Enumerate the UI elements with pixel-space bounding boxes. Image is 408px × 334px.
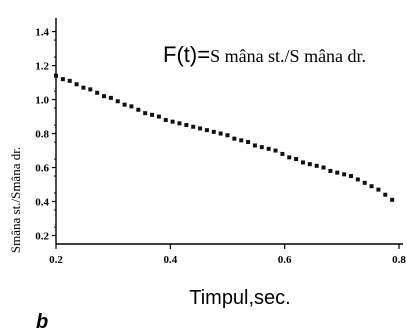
x-tick-label: 0.8 <box>392 254 406 266</box>
data-point <box>136 107 141 112</box>
data-point <box>177 121 182 126</box>
y-axis-label: Smâna st./Smâna dr. <box>8 147 23 253</box>
chart-title-main: F(t)= <box>163 42 210 67</box>
x-tick-label: 0.6 <box>278 254 292 266</box>
data-point <box>348 174 353 179</box>
y-tick-label: 1.4 <box>35 27 49 39</box>
data-point <box>362 180 367 185</box>
data-point <box>383 192 388 197</box>
data-point <box>191 124 196 129</box>
data-point <box>122 102 127 107</box>
data-point <box>143 111 148 116</box>
data-point <box>355 177 360 182</box>
x-axis-label: Timpul,sec. <box>189 287 291 309</box>
data-point <box>287 155 292 160</box>
data-point <box>129 104 134 109</box>
data-point <box>198 126 203 131</box>
data-point <box>266 146 271 151</box>
x-tick-label: 0.4 <box>163 254 177 266</box>
data-point <box>335 170 340 175</box>
data-point <box>88 87 93 92</box>
data-point <box>252 143 257 148</box>
data-point <box>115 99 120 104</box>
data-point <box>259 145 264 150</box>
data-point <box>184 123 189 128</box>
y-tick-label: 0.2 <box>35 231 49 243</box>
data-point <box>390 197 395 202</box>
data-point <box>74 82 79 87</box>
data-point <box>294 157 299 162</box>
data-point <box>307 162 312 167</box>
data-point <box>280 151 285 156</box>
data-point <box>108 95 113 100</box>
data-point <box>102 94 107 99</box>
data-point <box>211 129 216 134</box>
data-point <box>321 165 326 170</box>
data-point <box>204 128 209 133</box>
data-point <box>225 133 230 138</box>
data-point <box>150 112 155 117</box>
data-point <box>95 90 100 95</box>
y-tick-label: 1.0 <box>35 95 49 107</box>
data-point <box>54 73 58 78</box>
data-point <box>246 140 251 145</box>
data-point <box>218 131 223 136</box>
chart-title-rest: S mâna st./S mâna dr. <box>210 46 366 66</box>
data-point <box>328 168 333 173</box>
data-point <box>67 78 72 83</box>
y-tick-label: 0.6 <box>35 163 49 175</box>
panel-label: b <box>36 311 48 333</box>
data-point <box>60 77 65 82</box>
axes-group <box>55 18 403 245</box>
x-tick-label: 0.2 <box>49 254 63 266</box>
data-point <box>314 163 319 168</box>
y-tick-label: 0.8 <box>35 129 49 141</box>
chart-title: F(t)=S mâna st./S mâna dr. <box>163 42 366 67</box>
y-tick-label: 1.2 <box>35 61 49 73</box>
data-point <box>300 160 305 165</box>
data-point <box>376 187 381 192</box>
ticks-group: 0.2 0.4 0.6 0.8 0.2 0.4 0.6 0.8 1.0 1.2 1.4 <box>35 27 406 266</box>
data-point <box>239 138 244 143</box>
y-tick-label: 0.4 <box>35 197 49 209</box>
data-point <box>232 136 237 141</box>
data-point <box>369 184 374 189</box>
points-group <box>54 73 395 202</box>
data-point <box>163 117 168 122</box>
data-point <box>156 114 161 119</box>
data-point <box>170 119 175 124</box>
data-point <box>273 148 278 153</box>
data-point <box>81 85 86 90</box>
data-point <box>342 172 347 177</box>
